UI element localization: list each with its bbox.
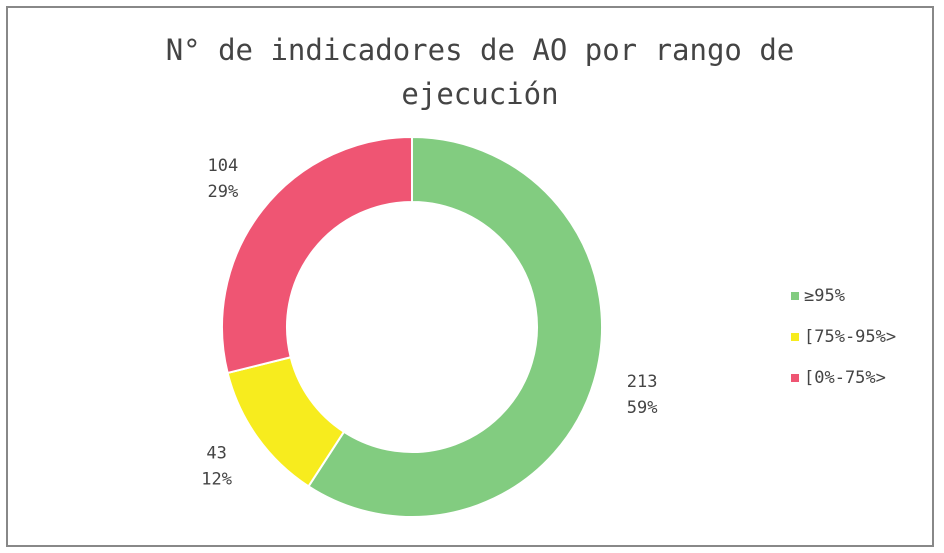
percent-label: 12% — [201, 469, 232, 489]
data-label: 213 — [627, 372, 658, 392]
data-label: 43 — [206, 443, 226, 463]
legend-swatch — [791, 333, 799, 341]
donut-segment — [221, 135, 413, 375]
data-label: 104 — [208, 156, 239, 176]
legend-label: ≥95% — [804, 286, 845, 306]
donut-segment — [307, 135, 603, 518]
chart-title: N° de indicadores de AO por rango de eje… — [165, 33, 795, 111]
legend-label: [75%-95%> — [804, 327, 896, 347]
percent-label: 59% — [627, 398, 658, 418]
legend-swatch — [791, 374, 799, 382]
frame — [6, 6, 934, 547]
legend-label: [0%-75%> — [804, 368, 886, 388]
percent-label: 29% — [208, 182, 239, 202]
legend-swatch — [791, 292, 799, 300]
